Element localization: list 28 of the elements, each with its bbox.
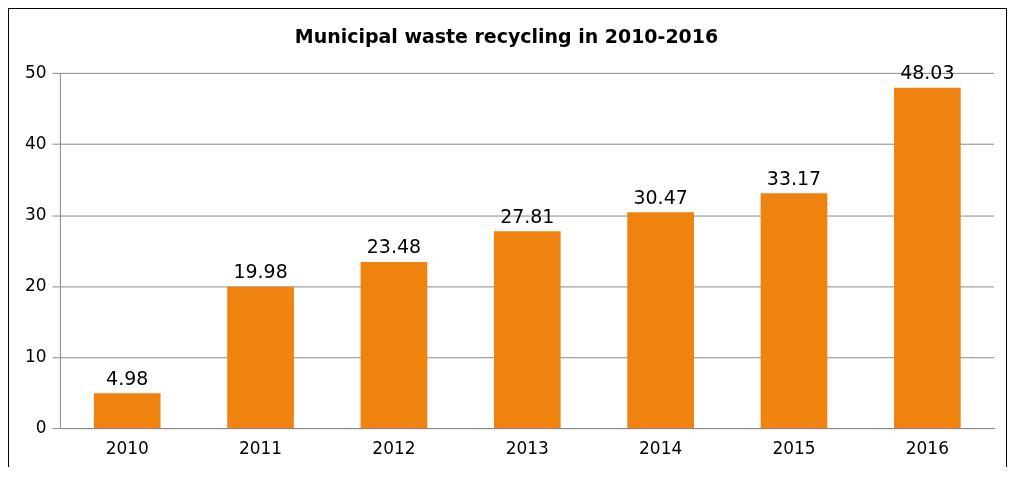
x-tick-label: 2016 — [905, 438, 949, 459]
data-label: 48.03 — [900, 61, 955, 84]
y-tick-label: 20 — [24, 275, 47, 296]
data-label: 30.47 — [633, 185, 688, 208]
x-tick-label: 2011 — [238, 438, 283, 459]
bar — [227, 286, 294, 429]
x-tick-label: 2012 — [372, 438, 416, 459]
y-tick-label: 0 — [35, 417, 47, 438]
y-tick-label: 40 — [24, 133, 47, 154]
x-tick-label: 2014 — [639, 438, 683, 459]
x-tick-label: 2015 — [772, 438, 816, 459]
data-label: 23.48 — [366, 235, 422, 258]
chart-title: Municipal waste recycling in 2010-2016 — [294, 25, 719, 48]
y-tick-label: 30 — [24, 204, 47, 225]
data-label: 19.98 — [233, 260, 288, 283]
bar — [93, 393, 161, 429]
bar — [760, 193, 828, 429]
bar — [360, 261, 428, 429]
y-tick-label: 10 — [24, 346, 47, 367]
data-label: 33.17 — [766, 166, 822, 189]
x-tick-label: 2013 — [505, 438, 549, 459]
bar — [493, 231, 561, 429]
y-tick-label: 50 — [24, 62, 47, 83]
data-label: 27.81 — [500, 204, 555, 227]
data-label: 4.98 — [106, 366, 149, 389]
bar — [894, 87, 961, 429]
x-tick-label: 2010 — [105, 438, 149, 459]
bar — [627, 212, 694, 429]
